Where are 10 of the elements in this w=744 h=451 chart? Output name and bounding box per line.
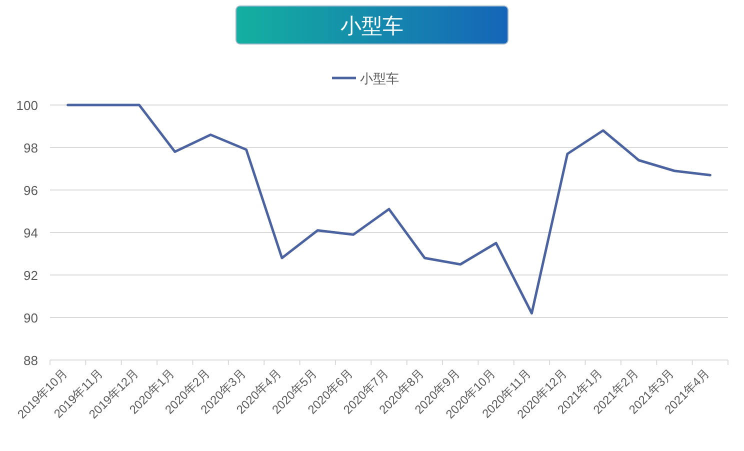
y-tick-label: 94 (24, 226, 38, 240)
y-tick-label: 90 (24, 310, 38, 326)
y-tick-label: 88 (24, 353, 38, 368)
y-tick-label: 100 (16, 98, 38, 113)
y-tick-label: 96 (24, 183, 38, 198)
chart-title: 小型车 (340, 15, 404, 38)
y-tick-label: 92 (24, 268, 38, 283)
line-series (66, 104, 712, 314)
y-tick-label: 98 (24, 140, 38, 156)
legend-label: 小型车 (360, 71, 399, 86)
